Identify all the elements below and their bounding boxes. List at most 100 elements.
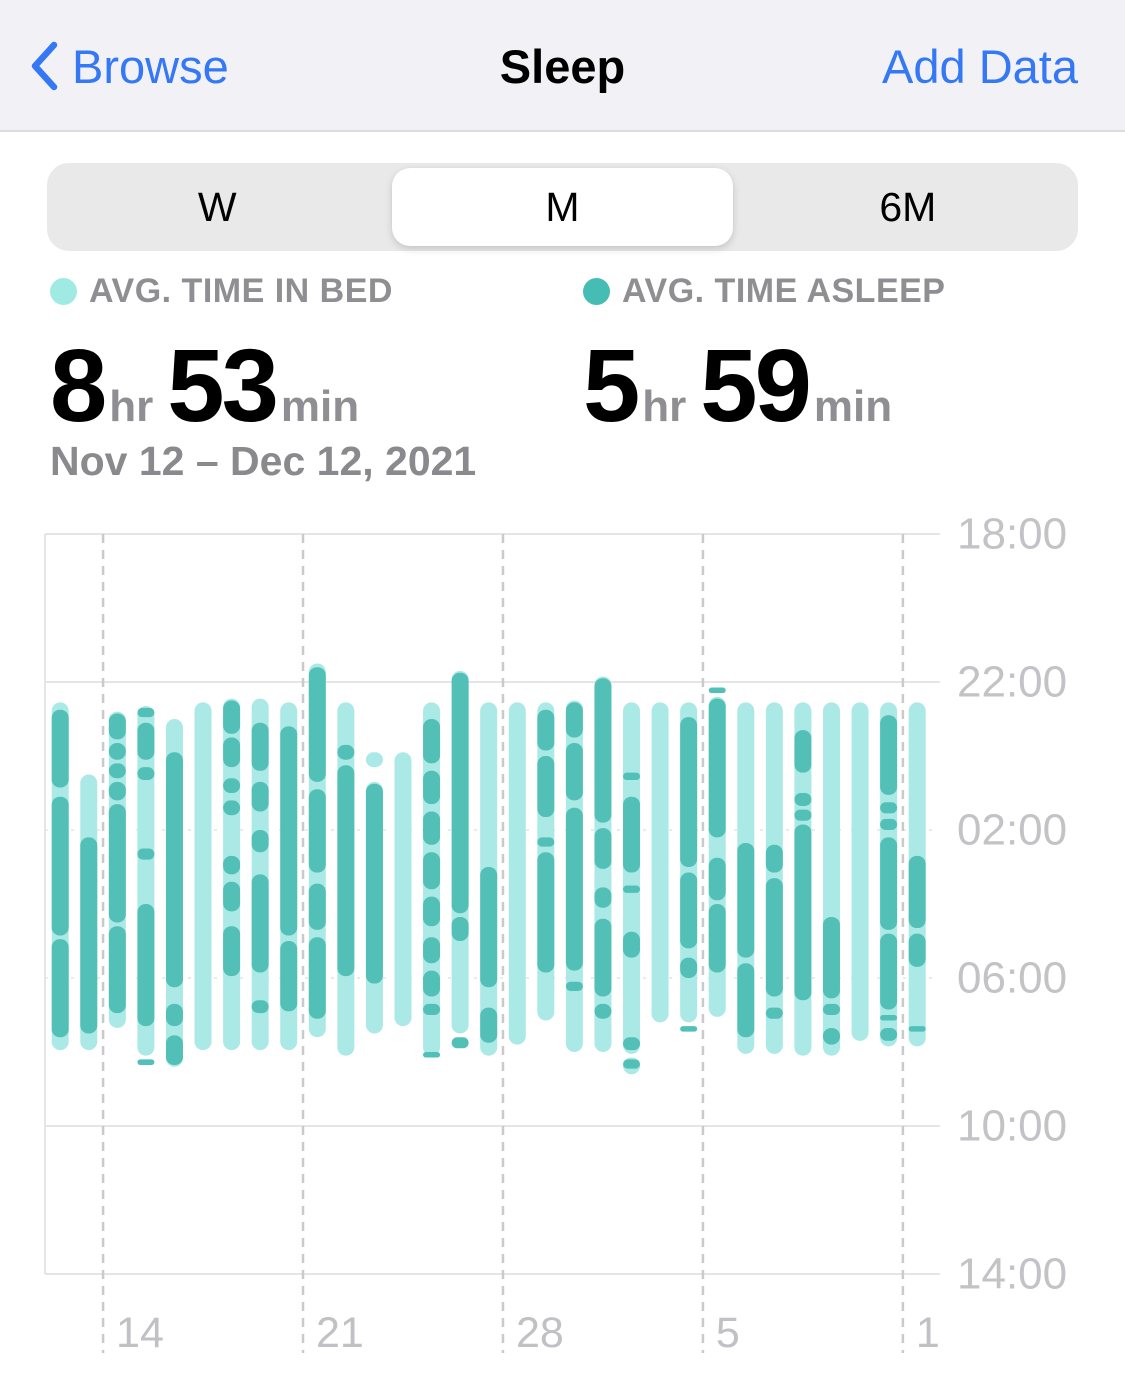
chevron-left-icon <box>31 41 58 91</box>
asleep-segment <box>80 837 98 1034</box>
asleep-segment <box>680 1026 698 1032</box>
date-range-label: Nov 12 – Dec 12, 2021 <box>50 438 477 484</box>
asleep-segment <box>623 796 641 873</box>
sleep-bar-nov-18[interactable] <box>223 698 241 1051</box>
in-bed-segment <box>851 702 869 1041</box>
asleep-segment <box>308 937 326 1019</box>
asleep-segment <box>137 904 155 1027</box>
asleep-segment <box>137 1059 155 1065</box>
legend-label-asleep: AVG. TIME ASLEEP <box>622 272 946 310</box>
sleep-chart[interactable]: 14 21 28 5 1 18:00 22:00 02:00 06:00 10:00 14:00 <box>0 500 1125 1392</box>
sleep-bar-nov-26[interactable] <box>451 670 469 1049</box>
sleep-bar-nov-19[interactable] <box>251 698 269 1051</box>
asleep-segment <box>623 772 641 781</box>
sleep-bar-dec-9[interactable] <box>822 702 840 1056</box>
asleep-segment <box>423 1003 441 1015</box>
asleep-segment <box>423 1052 441 1058</box>
sleep-bar-dec-10[interactable] <box>851 702 869 1041</box>
asleep-segment <box>251 1000 269 1014</box>
asleep-segment <box>251 722 269 771</box>
asleep-segment <box>565 807 583 971</box>
x-axis-label-5: 5 <box>716 1309 740 1357</box>
sleep-bar-dec-5[interactable] <box>708 687 726 1017</box>
sleep-bar-nov-17[interactable] <box>194 702 212 1051</box>
sleep-bar-dec-6[interactable] <box>737 702 755 1054</box>
sleep-bar-dec-3[interactable] <box>651 702 669 1023</box>
sleep-bar-nov-29[interactable] <box>537 702 555 1021</box>
asleep-segment <box>280 941 298 1012</box>
asleep-segment <box>765 844 783 873</box>
asleep-segment <box>537 837 555 847</box>
asleep-segment <box>451 916 469 941</box>
asleep-segment <box>51 709 69 788</box>
asleep-segment <box>680 957 698 978</box>
asleep-segment <box>51 796 69 936</box>
sleep-bar-nov-20[interactable] <box>280 702 298 1051</box>
asleep-minutes-unit: min <box>813 382 893 431</box>
asleep-segment <box>680 872 698 949</box>
sleep-bar-nov-24[interactable] <box>394 752 412 1027</box>
sleep-bar-dec-7[interactable] <box>765 702 783 1054</box>
asleep-segment <box>108 781 126 801</box>
sleep-bar-dec-1[interactable] <box>594 676 612 1052</box>
y-axis-label-02:00: 02:00 <box>957 806 1067 855</box>
asleep-segment <box>337 765 355 977</box>
sleep-bar-nov-23[interactable] <box>365 752 383 1034</box>
asleep-segment <box>108 743 126 760</box>
segment-option-6m[interactable]: 6M <box>879 183 937 230</box>
x-axis-label-28: 28 <box>516 1309 564 1357</box>
asleep-segment <box>480 867 498 988</box>
asleep-segment <box>880 1027 898 1041</box>
nav-bar: Browse Sleep Add Data <box>0 0 1125 132</box>
sleep-bar-nov-15[interactable] <box>137 706 155 1065</box>
asleep-segment <box>223 881 241 912</box>
asleep-segment <box>108 926 126 1014</box>
in-bed-segment <box>394 752 412 1027</box>
asleep-segment <box>594 918 612 997</box>
sleep-bar-nov-30[interactable] <box>565 700 583 1053</box>
sleep-bar-nov-13[interactable] <box>80 774 98 1051</box>
sleep-bar-nov-27[interactable] <box>480 702 498 1056</box>
asleep-segment <box>708 698 726 838</box>
asleep-segment <box>794 730 812 773</box>
sleep-bar-nov-21[interactable] <box>308 663 326 1038</box>
back-button-label: Browse <box>72 39 229 93</box>
sleep-bar-dec-11[interactable] <box>880 702 898 1047</box>
in-bed-legend-dot-icon <box>50 278 77 305</box>
asleep-segment <box>223 855 241 875</box>
asleep-segment <box>108 804 126 923</box>
asleep-segment <box>223 800 241 816</box>
sleep-bar-nov-14[interactable] <box>108 711 126 1028</box>
sleep-bar-dec-8[interactable] <box>794 702 812 1056</box>
x-axis-label-14: 14 <box>116 1309 164 1357</box>
asleep-segment <box>623 1059 641 1069</box>
asleep-segment <box>737 963 755 1038</box>
asleep-segment <box>423 896 441 927</box>
asleep-segment <box>423 852 441 890</box>
sleep-bar-dec-4[interactable] <box>680 702 698 1032</box>
add-data-button[interactable]: Add Data <box>882 39 1078 93</box>
segment-option-m[interactable]: M <box>392 168 733 246</box>
asleep-segment <box>137 848 155 860</box>
sleep-bar-nov-25[interactable] <box>423 702 441 1058</box>
in-bed-segment <box>194 702 212 1051</box>
sleep-bar-nov-22[interactable] <box>337 702 355 1056</box>
asleep-segment <box>537 852 555 973</box>
asleep-segment <box>137 722 155 760</box>
asleep-segment <box>880 715 898 795</box>
sleep-bar-dec-2[interactable] <box>623 702 641 1075</box>
sleep-bar-dec-12[interactable] <box>908 702 926 1047</box>
asleep-segment <box>794 793 812 806</box>
asleep-segment <box>365 783 383 984</box>
range-segmented-control: W M 6M <box>47 163 1078 251</box>
sleep-bar-nov-16[interactable] <box>165 719 183 1067</box>
sleep-bar-nov-28[interactable] <box>508 702 526 1045</box>
sleep-bar-nov-12[interactable] <box>51 702 69 1051</box>
asleep-segment <box>908 1026 926 1032</box>
segment-option-w[interactable]: W <box>197 183 237 230</box>
asleep-segment <box>451 1037 469 1049</box>
back-button[interactable]: Browse <box>30 0 229 132</box>
asleep-segment <box>451 672 469 914</box>
asleep-segment <box>594 887 612 908</box>
